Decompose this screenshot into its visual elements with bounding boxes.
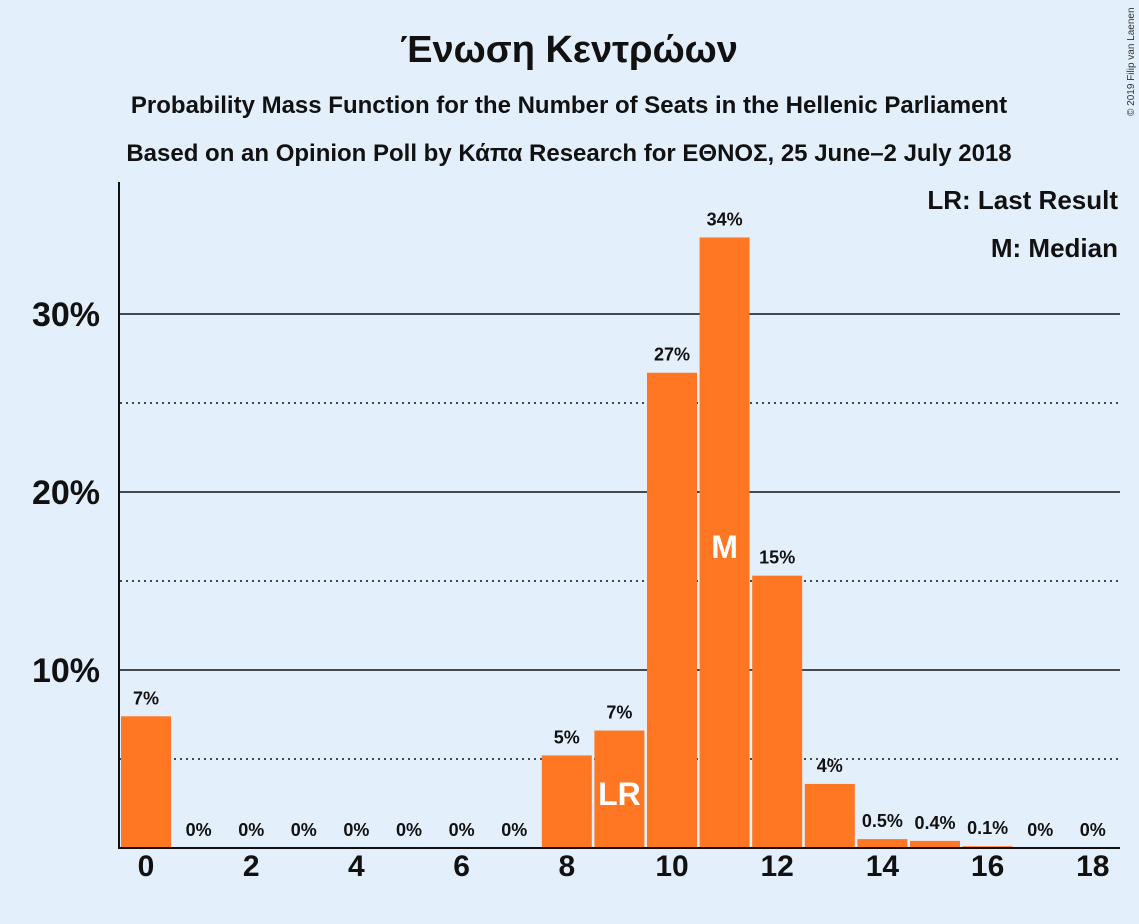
data-label: 0%: [1080, 820, 1106, 840]
y-tick-label: 10%: [32, 652, 100, 690]
y-tick-label: 30%: [32, 296, 100, 334]
x-tick-label: 12: [761, 850, 794, 883]
last-result-marker: LR: [598, 776, 641, 812]
data-label: 0%: [238, 820, 264, 840]
data-label: 0%: [449, 820, 475, 840]
median-marker: M: [711, 529, 738, 565]
grid-lines: [120, 313, 1120, 760]
chart-subtitle-line-1: Probability Mass Function for the Number…: [131, 92, 1007, 119]
x-tick-labels: 0 2 4 6 8 10 12 14 16 18: [138, 850, 1110, 883]
data-label: 15%: [759, 548, 795, 568]
data-label: 0%: [186, 820, 212, 840]
x-tick-label: 2: [243, 850, 260, 883]
legend-median: M: Median: [991, 233, 1118, 263]
data-label: 4%: [817, 756, 843, 776]
bar: [910, 840, 960, 848]
bar: [647, 372, 697, 848]
data-label: 0.4%: [914, 813, 955, 833]
data-label: 0%: [501, 820, 527, 840]
bar: [699, 237, 750, 848]
data-label: 0.5%: [862, 811, 903, 831]
x-tick-label: 6: [453, 850, 470, 883]
x-tick-label: 8: [558, 850, 575, 883]
bar: [541, 755, 592, 848]
y-tick-labels: 10% 20% 30%: [32, 296, 100, 690]
data-label: 5%: [554, 727, 580, 747]
x-tick-label: 0: [138, 850, 155, 883]
data-label: 27%: [654, 345, 690, 365]
data-label: 7%: [133, 688, 159, 708]
bar: [121, 716, 171, 848]
bars: [121, 237, 1013, 848]
bar-markers: LR M: [598, 529, 738, 812]
bar: [752, 575, 803, 848]
chart-title: Ένωση Κεντρώων: [400, 29, 738, 71]
data-label: 34%: [707, 209, 743, 229]
data-label: 0%: [1027, 820, 1053, 840]
data-labels: 7% 0% 0% 0% 0% 0% 0% 0% 5% 7% 27% 34% 15% 4% 0.5% 0.4% 0…: [133, 209, 1106, 840]
data-label: 0.1%: [967, 818, 1008, 838]
x-tick-label: 18: [1076, 850, 1109, 883]
data-label: 0%: [396, 820, 422, 840]
x-tick-label: 10: [655, 850, 688, 883]
x-tick-label: 16: [971, 850, 1004, 883]
y-tick-label: 20%: [32, 474, 100, 512]
bar: [594, 730, 645, 848]
x-tick-label: 4: [348, 850, 365, 883]
data-label: 7%: [606, 703, 632, 723]
x-tick-label: 14: [866, 850, 900, 883]
bar: [804, 783, 855, 848]
bar: [857, 839, 908, 848]
data-label: 0%: [343, 820, 369, 840]
copyright-notice: © 2019 Filip van Laenen: [1126, 7, 1137, 116]
data-label: 0%: [291, 820, 317, 840]
legend-last-result: LR: Last Result: [927, 185, 1118, 215]
chart-subtitle-line-2: Based on an Opinion Poll by Κάπα Researc…: [126, 140, 1011, 167]
